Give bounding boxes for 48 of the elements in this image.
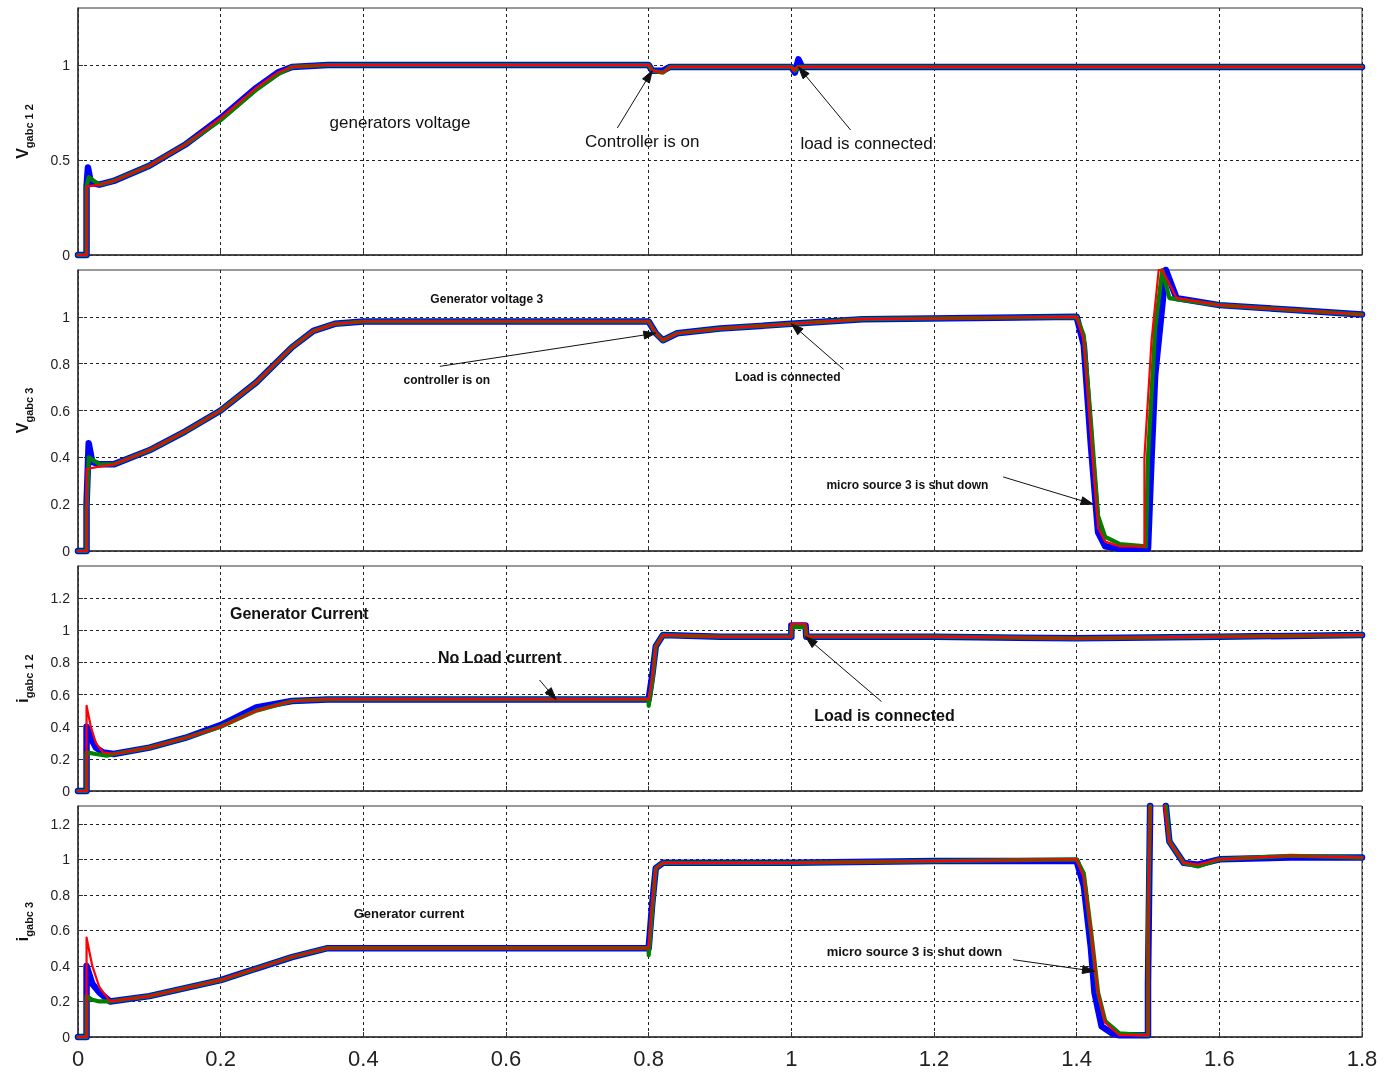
y-tick-label: 0.8 (50, 355, 71, 372)
y-tick-label: 1 (62, 851, 71, 868)
x-tick-label: 0.8 (633, 1045, 664, 1071)
annotation: Controller is on (585, 131, 700, 151)
annotation: Generator current (353, 905, 465, 921)
annotation: Load is connected (814, 707, 955, 725)
y-axis-title: Vgabc 1 2 (14, 104, 35, 159)
y-tick-label: 0.6 (50, 402, 71, 419)
annotation: load is connected (800, 133, 933, 153)
y-tick-label: 0.6 (50, 922, 71, 939)
annotation: Load is connected (735, 369, 841, 384)
x-tick-label: 0.4 (348, 1045, 379, 1071)
y-tick-label: 0 (62, 783, 71, 799)
y-tick-label: 0 (62, 1029, 71, 1045)
x-tick-label: 1.8 (1346, 1045, 1378, 1071)
annotation: controller is on (403, 372, 491, 387)
annotation: Generator Current (229, 604, 370, 622)
x-tick-label: 1.4 (1061, 1045, 1092, 1071)
annotation: micro source 3 is shut down (826, 478, 989, 493)
y-tick-label: 0.2 (50, 496, 71, 513)
y-axis-title: igabc 3 (14, 901, 35, 942)
y-tick-label: 0 (62, 543, 71, 559)
annotation: Generator voltage 3 (430, 292, 544, 307)
y-tick-label: 1 (62, 57, 71, 73)
y-tick-label: 1 (62, 622, 71, 639)
y-tick-label: 0.4 (50, 449, 71, 466)
y-tick-label: 0.6 (50, 686, 71, 703)
annotation: micro source 3 is shut down (826, 944, 1003, 960)
x-tick-label: 1.6 (1204, 1045, 1235, 1071)
y-tick-label: 0.2 (50, 993, 71, 1010)
annotation: generators voltage (329, 112, 471, 132)
y-axis-title: igabc 1 2 (14, 654, 35, 703)
x-tick-label: 0.2 (205, 1045, 236, 1071)
y-axis-title: Vgabc 3 (14, 387, 35, 434)
y-tick-label: 1 (62, 308, 71, 325)
y-tick-label: 0.4 (50, 718, 71, 735)
y-tick-label: 0.5 (50, 152, 71, 168)
y-tick-label: 0.8 (50, 886, 71, 903)
annotation: No Load current (437, 648, 563, 666)
y-tick-label: 1.2 (50, 590, 71, 607)
x-tick-label: 1 (785, 1045, 798, 1071)
x-tick-label: 0.6 (490, 1045, 522, 1071)
y-tick-label: 1.2 (50, 815, 71, 832)
y-tick-label: 0.8 (50, 654, 71, 671)
y-tick-label: 0.4 (50, 957, 71, 974)
y-tick-label: 0.2 (50, 750, 71, 767)
x-tick-label: 1.2 (918, 1045, 950, 1071)
y-tick-label: 0 (62, 247, 71, 263)
